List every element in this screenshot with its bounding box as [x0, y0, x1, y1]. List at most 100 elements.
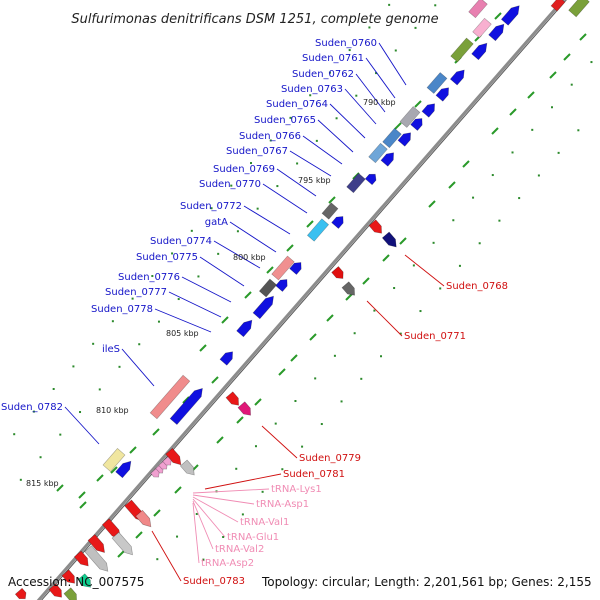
scale-tick [174, 486, 182, 494]
grid-dot [197, 275, 200, 278]
cds-reverse-arrow [73, 550, 89, 567]
grid-dot [590, 61, 593, 64]
grid-dot [59, 433, 62, 436]
trna-feature [162, 456, 172, 466]
scale-label: 810 kbp [96, 406, 129, 415]
grid-dot [39, 456, 42, 459]
scale-label: 790 kbp [363, 98, 396, 107]
leader-line [229, 221, 277, 253]
cds-forward-arrow [500, 5, 520, 26]
gene-feature [568, 0, 590, 18]
cds-forward-arrow [364, 173, 377, 186]
gene-feature [321, 202, 339, 220]
grid-dot [222, 536, 225, 539]
gene-feature [472, 17, 492, 39]
scale-tick [494, 12, 502, 20]
grid-dot [32, 410, 35, 413]
cds-reverse-arrow [165, 447, 182, 466]
scale-label: 795 kbp [298, 176, 331, 185]
cds-reverse-arrow [331, 266, 344, 279]
cds-forward-arrow [421, 103, 435, 118]
leader-line [355, 73, 386, 113]
grid-dot [333, 354, 336, 357]
cds-forward-arrow [252, 295, 274, 320]
scale-tick [152, 428, 160, 436]
grid-dot [315, 139, 318, 142]
cds-forward-arrow [331, 216, 344, 229]
grid-dot [176, 535, 179, 538]
grid-dot [498, 219, 501, 222]
leader-line [199, 256, 245, 287]
scale-tick [79, 501, 87, 509]
grid-dot [235, 467, 238, 470]
trna-label: tRNA-Asp1 [256, 499, 309, 510]
grid-dot [314, 377, 317, 380]
leader-line [204, 473, 282, 490]
grid-dot [118, 365, 121, 368]
gene-feature [306, 218, 330, 242]
leader-line [344, 88, 377, 125]
grid-dot [432, 241, 435, 244]
accession-text: Accession: NC_007575 [8, 575, 144, 589]
leader-line [213, 240, 261, 269]
grid-dot [531, 128, 534, 131]
gene-label-reverse: Suden_0771 [404, 331, 466, 342]
scale-tick [153, 509, 161, 517]
leader-line [262, 183, 308, 214]
grid-dot [210, 207, 213, 210]
grid-dot [254, 445, 257, 448]
grid-dot [491, 174, 494, 177]
gene-label-forward: Suden_0777 [105, 287, 167, 298]
cds-forward-arrow [471, 42, 488, 61]
leader-line [366, 300, 403, 337]
cds-reverse-arrow [14, 587, 27, 600]
gene-label-forward: Suden_0766 [239, 131, 301, 142]
grid-dot [518, 197, 521, 200]
leader-line [192, 494, 255, 505]
grid-dot [399, 332, 402, 335]
cds-forward-arrow [435, 87, 449, 102]
leader-line [192, 496, 239, 523]
scale-tick [236, 416, 244, 424]
gene-label-forward: Suden_0782 [1, 402, 63, 413]
grid-dot [276, 185, 279, 188]
cds-forward-arrow [219, 351, 233, 366]
grid-dot [360, 377, 363, 380]
scale-tick [448, 181, 456, 189]
grid-dot [353, 332, 356, 335]
gene-label-reverse: Suden_0768 [446, 281, 508, 292]
scale-tick [135, 531, 143, 539]
trna-label: tRNA-Glu1 [227, 532, 279, 543]
cds-reverse-arrow [87, 534, 105, 553]
gene-feature [426, 72, 448, 94]
leader-line [365, 57, 396, 99]
scale-tick [278, 368, 286, 376]
grid-dot [230, 184, 233, 187]
grid-dot [269, 139, 272, 142]
grid-dot [131, 297, 134, 300]
gene-label-forward: Suden_0778 [91, 304, 153, 315]
grid-dot [289, 116, 292, 119]
cds-forward-arrow [115, 460, 132, 479]
scale-label: 815 kbp [26, 479, 59, 488]
scale-tick [428, 200, 436, 208]
scale-tick [266, 266, 274, 274]
grid-dot [419, 310, 422, 313]
grid-dot [157, 320, 160, 323]
leader-line [378, 42, 407, 86]
gene-label-reverse: Suden_0779 [299, 453, 361, 464]
gene-label-forward: Suden_0763 [281, 84, 343, 95]
scale-tick [362, 277, 370, 285]
cds-reverse-arrow [84, 545, 109, 572]
grid-dot [550, 106, 553, 109]
gene-feature [468, 0, 488, 19]
scale-tick [326, 314, 334, 322]
grid-dot [294, 400, 297, 403]
leader-line [276, 168, 317, 197]
cds-reverse-arrow [61, 569, 75, 584]
trna-feature [150, 468, 160, 478]
scale-tick [129, 446, 137, 454]
scale-label: 805 kbp [166, 329, 199, 338]
leader-line [404, 254, 445, 287]
scale-tick [399, 237, 407, 245]
